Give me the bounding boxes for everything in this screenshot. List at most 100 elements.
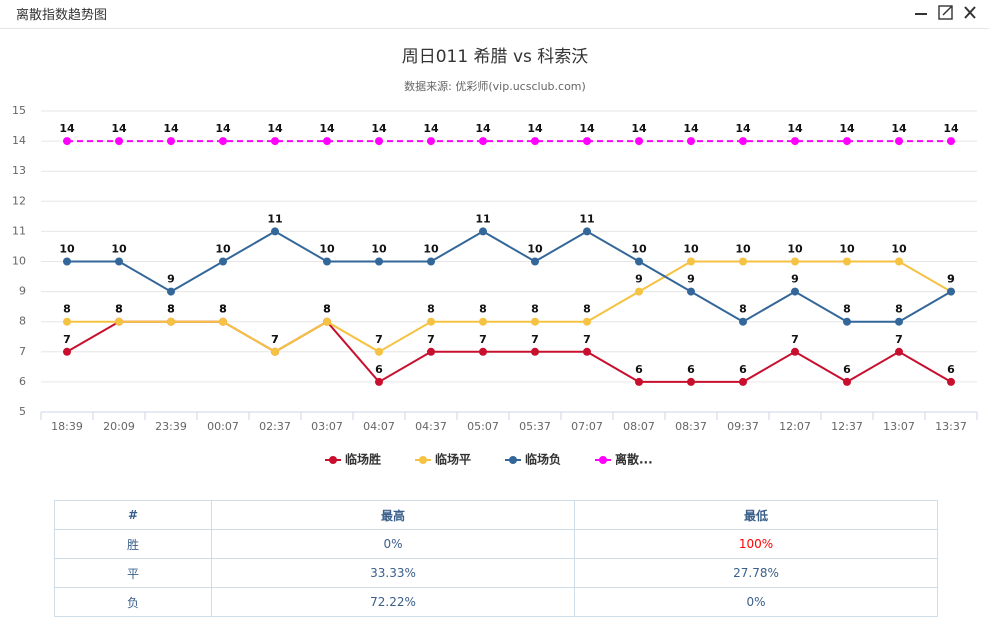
header-title: 离散指数趋势图 <box>16 8 108 23</box>
data-point <box>375 137 383 146</box>
series-line <box>67 260 952 353</box>
data-label: 10 <box>527 243 543 256</box>
legend-marker <box>599 456 607 464</box>
data-label: 7 <box>375 333 383 346</box>
y-tick-label: 9 <box>19 285 26 298</box>
data-point <box>479 137 487 146</box>
data-label: 14 <box>579 122 595 135</box>
data-label: 8 <box>427 303 435 316</box>
data-point <box>427 257 435 266</box>
table-cell: 0% <box>211 529 575 559</box>
data-point <box>63 317 71 326</box>
data-label: 14 <box>943 122 959 135</box>
data-label: 14 <box>527 122 543 135</box>
data-point <box>167 137 175 146</box>
data-point <box>895 257 903 266</box>
table-header: 最高 <box>211 500 575 530</box>
data-point <box>219 257 227 266</box>
data-label: 9 <box>167 273 175 286</box>
data-label: 8 <box>63 303 71 316</box>
data-label: 8 <box>895 303 903 316</box>
data-label: 6 <box>739 363 747 376</box>
data-label: 6 <box>947 363 955 376</box>
data-label: 14 <box>163 122 179 135</box>
data-label: 8 <box>115 303 123 316</box>
data-point <box>635 137 643 146</box>
data-label: 10 <box>839 243 855 256</box>
data-point <box>895 347 903 356</box>
maximize-icon[interactable] <box>938 5 953 20</box>
x-tick-label: 20:09 <box>103 420 135 433</box>
x-tick-label: 23:39 <box>155 420 187 433</box>
close-icon[interactable] <box>964 6 976 19</box>
data-point <box>323 257 331 266</box>
x-tick-label: 04:07 <box>363 420 395 433</box>
data-label: 7 <box>895 333 903 346</box>
data-label: 10 <box>111 243 127 256</box>
chart-title: 周日011 希腊 vs 科索沃 <box>402 47 589 67</box>
data-label: 8 <box>583 303 591 316</box>
data-point <box>947 287 955 296</box>
data-label: 8 <box>531 303 539 316</box>
data-point <box>323 137 331 146</box>
data-label: 14 <box>111 122 127 135</box>
data-point <box>739 257 747 266</box>
data-label: 8 <box>323 303 331 316</box>
data-point <box>739 377 747 386</box>
data-point <box>583 227 591 236</box>
data-label: 9 <box>635 273 643 286</box>
data-label: 8 <box>739 303 747 316</box>
table-cell: 平 <box>54 558 212 588</box>
x-tick-label: 07:07 <box>571 420 603 433</box>
data-point <box>167 287 175 296</box>
y-tick-label: 11 <box>12 224 26 237</box>
data-label: 6 <box>635 363 643 376</box>
data-label: 6 <box>375 363 383 376</box>
data-point <box>219 137 227 146</box>
table-header: 最低 <box>574 500 938 530</box>
x-tick-label: 08:07 <box>623 420 655 433</box>
table-cell: 100% <box>574 529 938 559</box>
stats-table: # 最高 最低 胜 0% 100% 平 33.33% 27.78% 负 72.22% 0% <box>54 500 938 617</box>
data-point <box>479 227 487 236</box>
data-label: 14 <box>787 122 803 135</box>
table-cell: 负 <box>54 587 212 617</box>
data-point <box>583 137 591 146</box>
data-label: 8 <box>167 303 175 316</box>
data-point <box>271 347 279 356</box>
data-point <box>895 317 903 326</box>
data-label: 14 <box>891 122 907 135</box>
data-label: 14 <box>371 122 387 135</box>
x-tick-label: 05:07 <box>467 420 499 433</box>
data-point <box>687 377 695 386</box>
data-point <box>947 137 955 146</box>
table-cell: 27.78% <box>574 558 938 588</box>
data-label: 7 <box>531 333 539 346</box>
data-point <box>843 377 851 386</box>
data-point <box>583 317 591 326</box>
data-point <box>635 287 643 296</box>
data-label: 7 <box>63 333 71 346</box>
data-point <box>479 347 487 356</box>
window-controls <box>915 5 976 20</box>
header-bar: 离散指数趋势图 <box>0 0 989 29</box>
data-label: 10 <box>891 243 907 256</box>
data-point <box>635 257 643 266</box>
legend-label: 临场负 <box>525 452 561 467</box>
data-point <box>115 137 123 146</box>
data-label: 14 <box>319 122 335 135</box>
y-tick-label: 6 <box>19 375 26 388</box>
data-label: 8 <box>843 303 851 316</box>
data-point <box>375 257 383 266</box>
data-label: 9 <box>947 273 955 286</box>
data-label: 8 <box>219 303 227 316</box>
data-point <box>63 137 71 146</box>
data-label: 10 <box>319 243 335 256</box>
data-label: 14 <box>631 122 647 135</box>
data-label: 10 <box>423 243 439 256</box>
data-label: 10 <box>735 243 751 256</box>
data-label: 14 <box>683 122 699 135</box>
data-point <box>271 137 279 146</box>
data-label: 7 <box>479 333 487 346</box>
data-point <box>375 377 383 386</box>
